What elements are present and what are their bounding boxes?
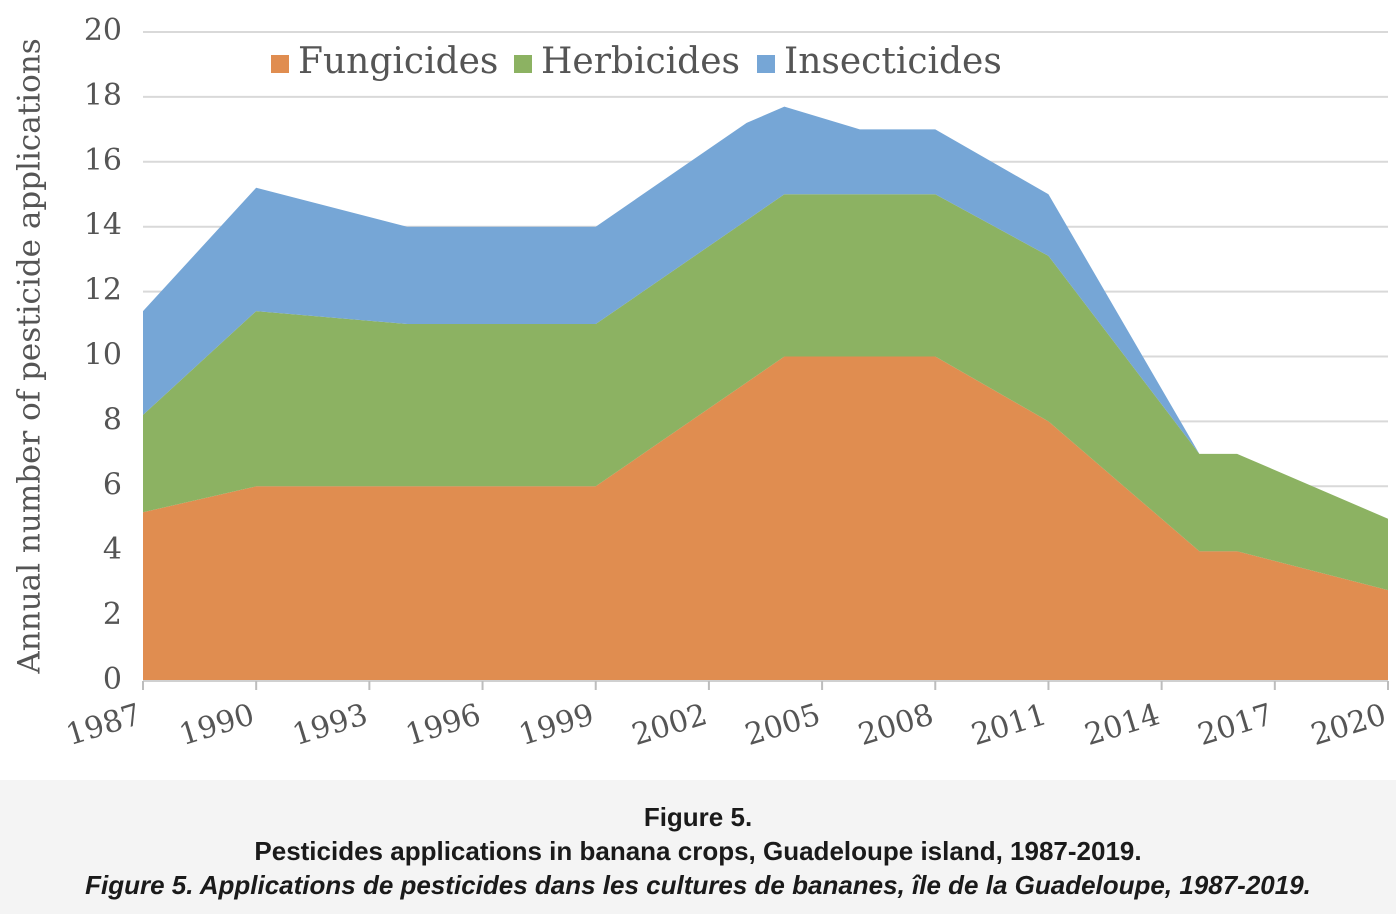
y-tick-label-10: 10	[84, 338, 122, 373]
area-fungicides	[143, 356, 1388, 681]
legend-swatch-herbicides	[514, 55, 532, 73]
y-axis-label: Annual number of pesticide applications	[12, 38, 48, 674]
legend-label-insecticides: Insecticides	[784, 41, 1002, 82]
caption-title-french: Figure 5. Applications de pesticides dan…	[85, 870, 1311, 900]
x-tick-label-2005: 2005	[741, 697, 824, 753]
area-herbicides	[143, 194, 1388, 591]
x-tick-label-1996: 1996	[402, 697, 485, 753]
y-tick-label-18: 18	[84, 78, 122, 113]
figure-caption: Figure 5. Pesticides applications in ban…	[0, 780, 1396, 914]
legend-label-fungicides: Fungicides	[298, 41, 498, 82]
y-tick-label-4: 4	[103, 532, 122, 567]
x-tick-label-2017: 2017	[1194, 697, 1277, 753]
legend: Fungicides Herbicides Insecticides	[271, 41, 1002, 82]
y-tick-label-16: 16	[84, 143, 122, 178]
x-tick-label-2002: 2002	[628, 697, 711, 753]
x-tick-label-2014: 2014	[1081, 697, 1164, 753]
x-tick-label-2008: 2008	[854, 697, 937, 753]
chart-panel: 0 2 4 6 8 10 12 14 16 18 20 1987 1990 1993 1996 1999 200…	[0, 0, 1396, 780]
y-tick-label-6: 6	[103, 467, 122, 502]
x-tick-label-1993: 1993	[288, 697, 371, 753]
y-tick-label-14: 14	[84, 208, 122, 243]
legend-swatch-insecticides	[757, 55, 775, 73]
y-tick-label-12: 12	[84, 273, 122, 308]
x-tick-label-1987: 1987	[62, 697, 145, 753]
area-insecticides	[143, 106, 1388, 519]
legend-label-herbicides: Herbicides	[541, 41, 740, 82]
area-series	[143, 106, 1388, 681]
y-tick-label-8: 8	[103, 402, 122, 437]
caption-title-english: Pesticides applications in banana crops,…	[254, 836, 1142, 866]
y-tick-label-0: 0	[103, 662, 122, 697]
y-tick-label-2: 2	[103, 597, 122, 632]
x-tick-label-1999: 1999	[515, 697, 598, 753]
figure-label: Figure 5.	[643, 802, 753, 832]
legend-swatch-fungicides	[271, 55, 289, 73]
x-tick-label-1990: 1990	[175, 697, 258, 753]
x-tick-label-2011: 2011	[968, 697, 1051, 753]
x-tick-label-2020: 2020	[1307, 697, 1390, 753]
y-tick-label-20: 20	[84, 13, 122, 48]
stacked-area-chart: 0 2 4 6 8 10 12 14 16 18 20 1987 1990 1993 1996 1999 200…	[12, 13, 1391, 753]
